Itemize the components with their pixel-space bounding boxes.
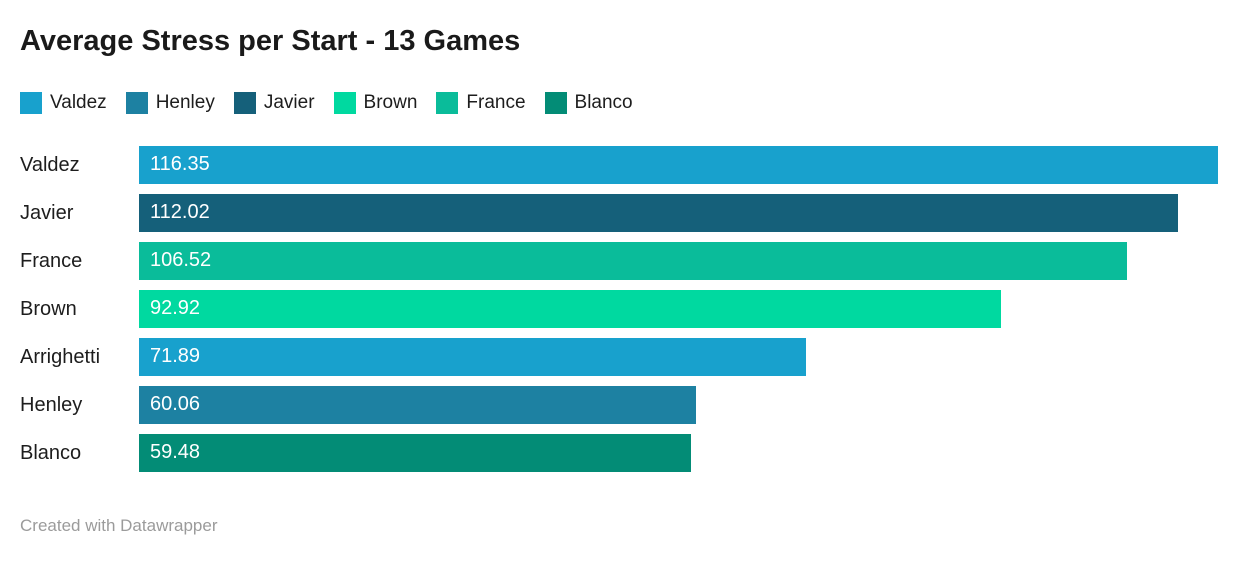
legend-item: Javier	[233, 91, 315, 114]
legend-label: Javier	[263, 91, 315, 113]
legend-label: Henley	[155, 91, 215, 113]
bar-track: 112.02	[139, 193, 1218, 232]
bar-track: 59.48	[139, 433, 1218, 472]
legend-label: Blanco	[574, 91, 633, 113]
chart-row: Blanco 59.48	[20, 433, 1218, 472]
category-label: Brown	[20, 297, 77, 320]
bar: 106.52	[139, 241, 1127, 280]
legend-item: France	[436, 91, 526, 114]
chart-row: Javier 112.02	[20, 193, 1218, 232]
legend-item: Valdez	[20, 91, 107, 114]
legend-swatch-icon	[436, 91, 459, 114]
legend-label: Valdez	[50, 91, 107, 113]
value-label: 59.48	[150, 441, 201, 464]
chart-row: France 106.52	[20, 241, 1218, 280]
value-label: 106.52	[150, 249, 212, 272]
category-label: Blanco	[20, 441, 82, 464]
value-label: 116.35	[150, 153, 210, 176]
chart-row: Arrighetti 71.89	[20, 337, 1218, 376]
bar-track: 92.92	[139, 289, 1218, 328]
legend-item: Brown	[333, 91, 418, 114]
legend-swatch-icon	[20, 91, 42, 114]
chart-row: Valdez 116.35	[20, 145, 1218, 184]
bar-track: 60.06	[139, 385, 1218, 424]
category-label: Henley	[20, 393, 83, 416]
bar: 92.92	[139, 289, 1001, 328]
legend-swatch-icon	[544, 91, 567, 114]
attribution-text: Created with Datawrapper	[20, 515, 218, 535]
legend-swatch-icon	[233, 91, 256, 114]
legend-swatch-icon	[125, 91, 148, 114]
bar-track: 106.52	[139, 241, 1218, 280]
chart-row: Brown 92.92	[20, 289, 1218, 328]
legend: Valdez Henley Javier Brown France Blanco	[20, 91, 1218, 114]
value-label: 92.92	[150, 297, 201, 320]
bar: 59.48	[139, 433, 691, 472]
bar-track: 116.35	[139, 145, 1218, 184]
bar: 116.35	[139, 145, 1218, 184]
value-label: 112.02	[150, 201, 210, 224]
category-label: Valdez	[20, 153, 80, 176]
category-label: Arrighetti	[20, 345, 101, 368]
legend-item: Blanco	[544, 91, 633, 114]
chart-title: Average Stress per Start - 13 Games	[20, 25, 521, 57]
legend-swatch-icon	[333, 91, 356, 114]
bar-track: 71.89	[139, 337, 1218, 376]
bar: 71.89	[139, 337, 806, 376]
value-label: 60.06	[150, 393, 201, 416]
bar: 112.02	[139, 193, 1178, 232]
bar: 60.06	[139, 385, 696, 424]
legend-label: Brown	[363, 91, 418, 113]
category-label: Javier	[20, 201, 74, 224]
legend-item: Henley	[125, 91, 215, 114]
value-label: 71.89	[150, 345, 201, 368]
chart-row: Henley 60.06	[20, 385, 1218, 424]
bar-chart: Valdez 116.35 Javier 112.02 France 106.52 Brow…	[20, 145, 1218, 472]
legend-label: France	[466, 91, 526, 113]
category-label: France	[20, 249, 83, 272]
